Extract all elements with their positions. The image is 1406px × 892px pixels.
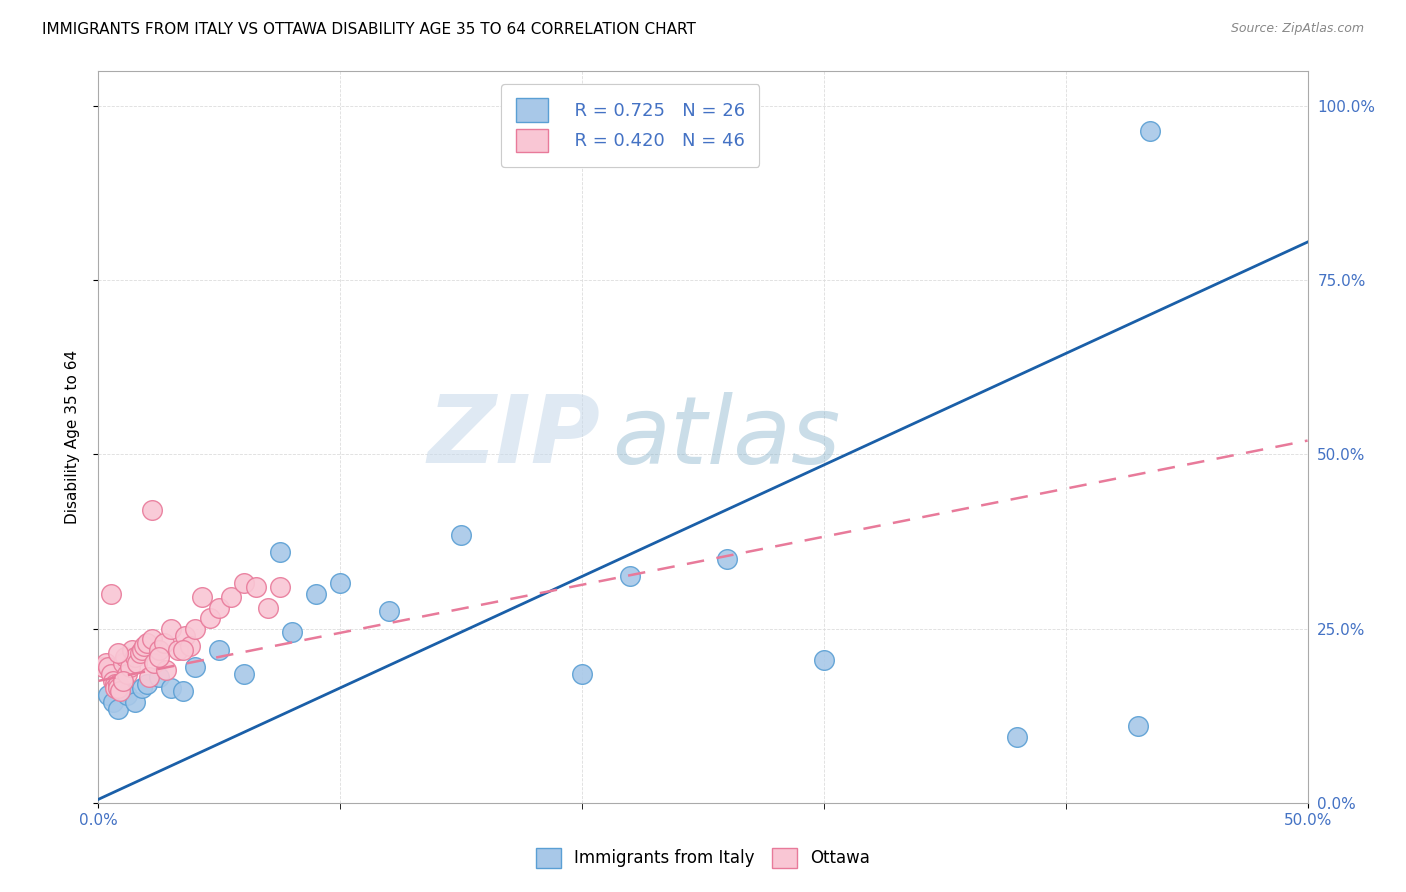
Point [141,503,163,517]
Point [104,681,127,695]
Point [111,684,134,698]
Point [174,629,197,643]
Point [167,642,190,657]
Point [155,664,177,678]
Point [160,681,183,695]
Point [100,587,122,601]
Text: IMMIGRANTS FROM ITALY VS OTTAWA DISABILITY AGE 35 TO 64 CORRELATION CHART: IMMIGRANTS FROM ITALY VS OTTAWA DISABILI… [42,22,696,37]
Point [232,576,254,591]
Point [91,660,114,674]
Point [111,657,134,671]
Point [97,660,120,674]
Text: atlas: atlas [613,392,841,483]
Point [131,642,153,657]
Point [813,653,835,667]
Point [172,684,194,698]
Point [1007,730,1029,744]
Legend: Immigrants from Italy, Ottawa: Immigrants from Italy, Ottawa [530,841,876,875]
Point [111,673,134,688]
Point [160,622,183,636]
Point [269,545,291,559]
Point [107,702,129,716]
Point [131,681,153,695]
Point [208,642,231,657]
Point [377,604,399,618]
Point [101,695,124,709]
Point [179,639,201,653]
Point [716,552,738,566]
Point [117,667,139,681]
Point [148,642,170,657]
Point [305,587,328,601]
Point [269,580,291,594]
Point [141,632,163,646]
Legend:   R = 0.725   N = 26,   R = 0.420   N = 46: R = 0.725 N = 26, R = 0.420 N = 46 [502,84,759,167]
Point [148,670,170,684]
Point [143,657,166,671]
Point [100,667,122,681]
Point [107,681,129,695]
Point [94,657,117,671]
Text: ZIP: ZIP [427,391,600,483]
Point [198,611,221,625]
Point [571,667,593,681]
Point [221,591,243,605]
Point [619,569,641,583]
Point [1128,719,1150,733]
Point [107,646,129,660]
Point [118,660,141,674]
Point [107,677,129,691]
Point [97,688,120,702]
Point [134,639,156,653]
Point [114,649,136,664]
Point [124,695,146,709]
Point [104,677,127,691]
Point [256,600,278,615]
Point [135,677,157,691]
Y-axis label: Disability Age 35 to 64: Disability Age 35 to 64 [65,350,80,524]
Point [121,642,143,657]
Point [1139,123,1161,137]
Point [329,576,352,591]
Point [172,642,194,657]
Point [208,600,231,615]
Point [127,657,149,671]
Point [191,591,214,605]
Point [245,580,267,594]
Point [184,622,207,636]
Point [108,684,131,698]
Point [101,673,124,688]
Point [148,649,170,664]
Point [138,670,160,684]
Point [281,625,304,640]
Text: Source: ZipAtlas.com: Source: ZipAtlas.com [1230,22,1364,36]
Point [450,527,472,541]
Point [124,649,146,664]
Point [135,635,157,649]
Point [184,660,207,674]
Point [128,646,150,660]
Point [232,667,254,681]
Point [117,688,139,702]
Point [152,635,174,649]
